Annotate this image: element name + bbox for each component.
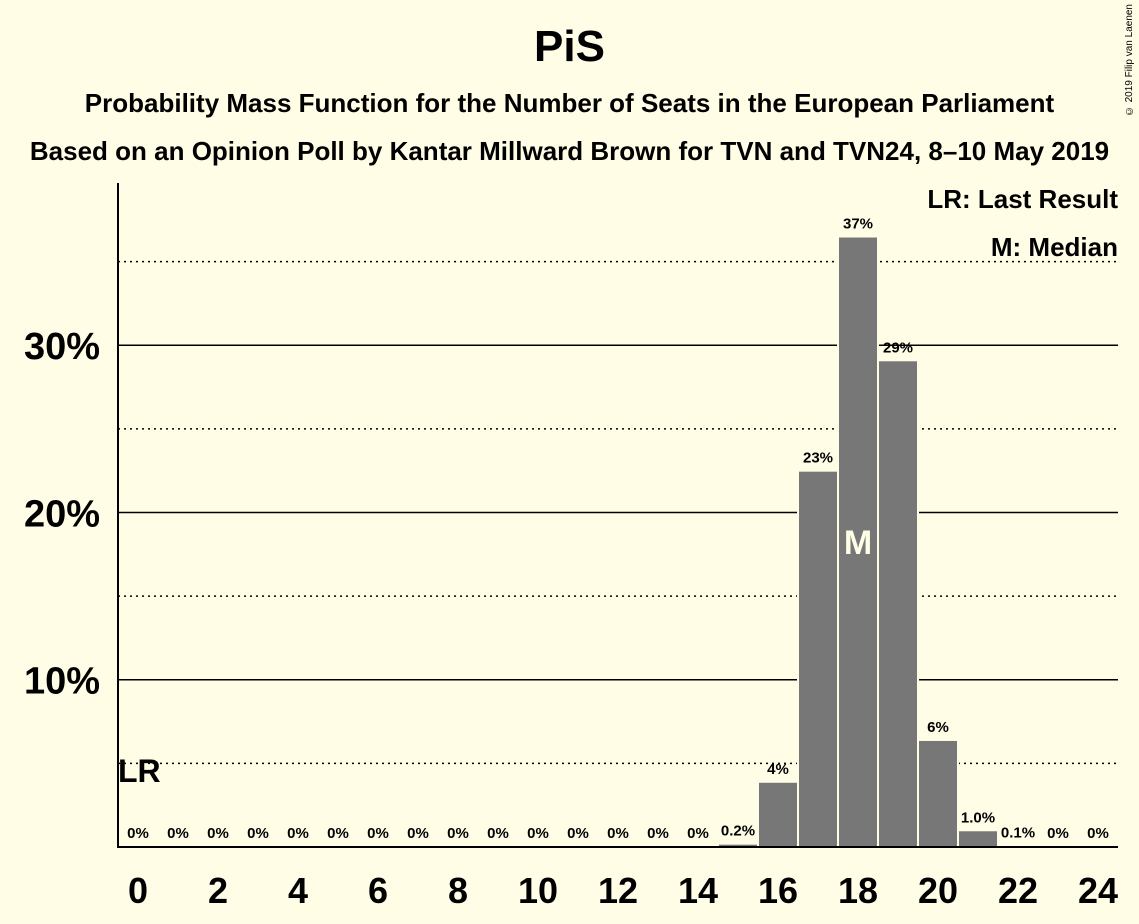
bar-value-label: 4% [767, 761, 789, 778]
bar-value-label: 0.1% [1001, 824, 1035, 841]
y-tick-label: 10% [24, 661, 100, 703]
x-tick-label: 16 [758, 870, 798, 911]
bar [757, 780, 799, 848]
bar-value-label: 29% [883, 339, 913, 356]
last-result-marker: LR [118, 753, 161, 789]
bar-value-label: 0% [487, 825, 509, 842]
x-tick-label: 22 [998, 870, 1038, 911]
bar-value-label: 0% [447, 825, 469, 842]
legend-median: M: Median [990, 232, 1118, 262]
chart-subtitle-1: Probability Mass Function for the Number… [84, 88, 1055, 118]
bar-value-label: 0% [607, 825, 629, 842]
y-tick-label: 30% [24, 326, 100, 368]
x-tick-label: 12 [598, 870, 638, 911]
bar-value-label: 6% [927, 719, 949, 736]
y-tick-label: 20% [24, 493, 100, 535]
bar-value-label: 0% [1047, 825, 1069, 842]
bar-value-label: 1.0% [961, 809, 995, 826]
bar-value-label: 0% [407, 825, 429, 842]
x-tick-label: 6 [368, 870, 388, 911]
median-marker: M [844, 524, 872, 562]
bar-value-label: 0% [367, 825, 389, 842]
bar-value-label: 0% [287, 825, 309, 842]
bar-value-label: 23% [803, 450, 833, 467]
bar-value-label: 37% [843, 216, 873, 233]
bar-value-label: 0% [127, 825, 149, 842]
chart-title: PiS [534, 22, 605, 71]
x-tick-label: 0 [128, 870, 148, 911]
x-tick-label: 8 [448, 870, 468, 911]
chart-subtitle-2: Based on an Opinion Poll by Kantar Millw… [29, 136, 1110, 166]
bar-value-label: 0% [207, 825, 229, 842]
bar [917, 738, 959, 848]
bar [877, 359, 919, 848]
bar-value-label: 0% [1087, 825, 1109, 842]
x-tick-label: 4 [288, 870, 308, 911]
x-tick-label: 18 [838, 870, 878, 911]
bar-value-label: 0% [167, 825, 189, 842]
x-tick-label: 20 [918, 870, 958, 911]
bar [957, 829, 999, 848]
bar-value-label: 0% [327, 825, 349, 842]
x-tick-label: 10 [518, 870, 558, 911]
bar-value-label: 0% [647, 825, 669, 842]
legend-last-result: LR: Last Result [927, 184, 1118, 214]
x-tick-label: 2 [208, 870, 228, 911]
x-tick-label: 14 [678, 870, 718, 911]
bar [797, 469, 839, 848]
x-tick-label: 24 [1078, 870, 1118, 911]
bar-value-label: 0% [567, 825, 589, 842]
bar-value-label: 0% [687, 825, 709, 842]
bar-value-label: 0.2% [721, 823, 755, 840]
bar-value-label: 0% [527, 825, 549, 842]
bar-value-label: 0% [247, 825, 269, 842]
